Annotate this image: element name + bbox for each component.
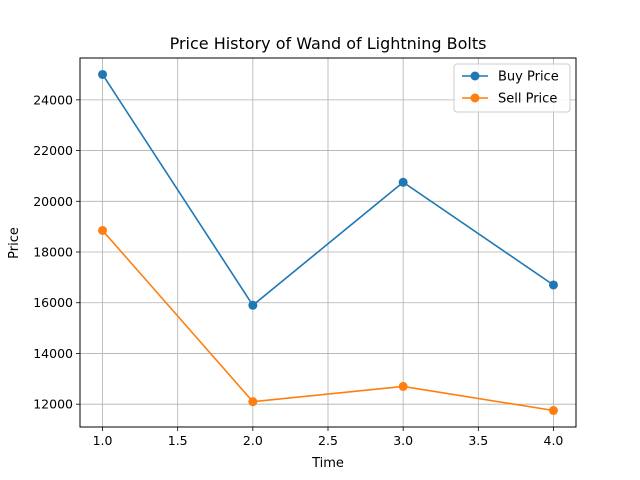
x-tick-label: 2.0 — [243, 433, 263, 448]
data-point — [98, 69, 108, 79]
y-tick-label: 12000 — [33, 397, 73, 412]
x-tick-label: 3.0 — [393, 433, 413, 448]
x-tick-label: 1.0 — [93, 433, 113, 448]
data-point — [548, 280, 558, 290]
y-tick-label: 14000 — [33, 346, 73, 361]
y-tick-label: 22000 — [33, 143, 73, 158]
ticks: 1.0 1.5 2.0 2.5 3.0 3.5 4.0 12000 14000 16000 1800… — [33, 92, 563, 448]
data-point — [398, 381, 408, 391]
data-point — [248, 300, 258, 310]
series-buy-price — [98, 69, 558, 310]
x-tick-label: 1.5 — [168, 433, 188, 448]
y-tick-label: 24000 — [33, 92, 73, 107]
y-axis-label: Price — [7, 227, 22, 259]
y-tick-label: 18000 — [33, 245, 73, 260]
x-axis-label: Time — [311, 456, 344, 471]
grid — [80, 58, 576, 427]
data-point — [248, 397, 258, 407]
legend: Buy Price Sell Price — [453, 63, 571, 113]
data-point — [548, 406, 558, 416]
chart-title: Price History of Wand of Lightning Bolts — [170, 34, 487, 53]
series-layer — [98, 69, 558, 416]
y-tick-label: 20000 — [33, 194, 73, 209]
y-tick-label: 16000 — [33, 295, 73, 310]
data-point — [398, 177, 408, 187]
x-tick-label: 3.5 — [468, 433, 488, 448]
x-tick-label: 2.5 — [318, 433, 338, 448]
data-point — [98, 225, 108, 235]
legend-marker — [470, 93, 480, 103]
legend-label: Sell Price — [498, 92, 557, 107]
legend-marker — [470, 71, 480, 81]
series-line — [101, 74, 554, 307]
x-tick-label: 4.0 — [544, 433, 564, 448]
legend-label: Buy Price — [498, 70, 559, 85]
series-sell-price — [98, 225, 558, 416]
series-line — [101, 229, 554, 412]
